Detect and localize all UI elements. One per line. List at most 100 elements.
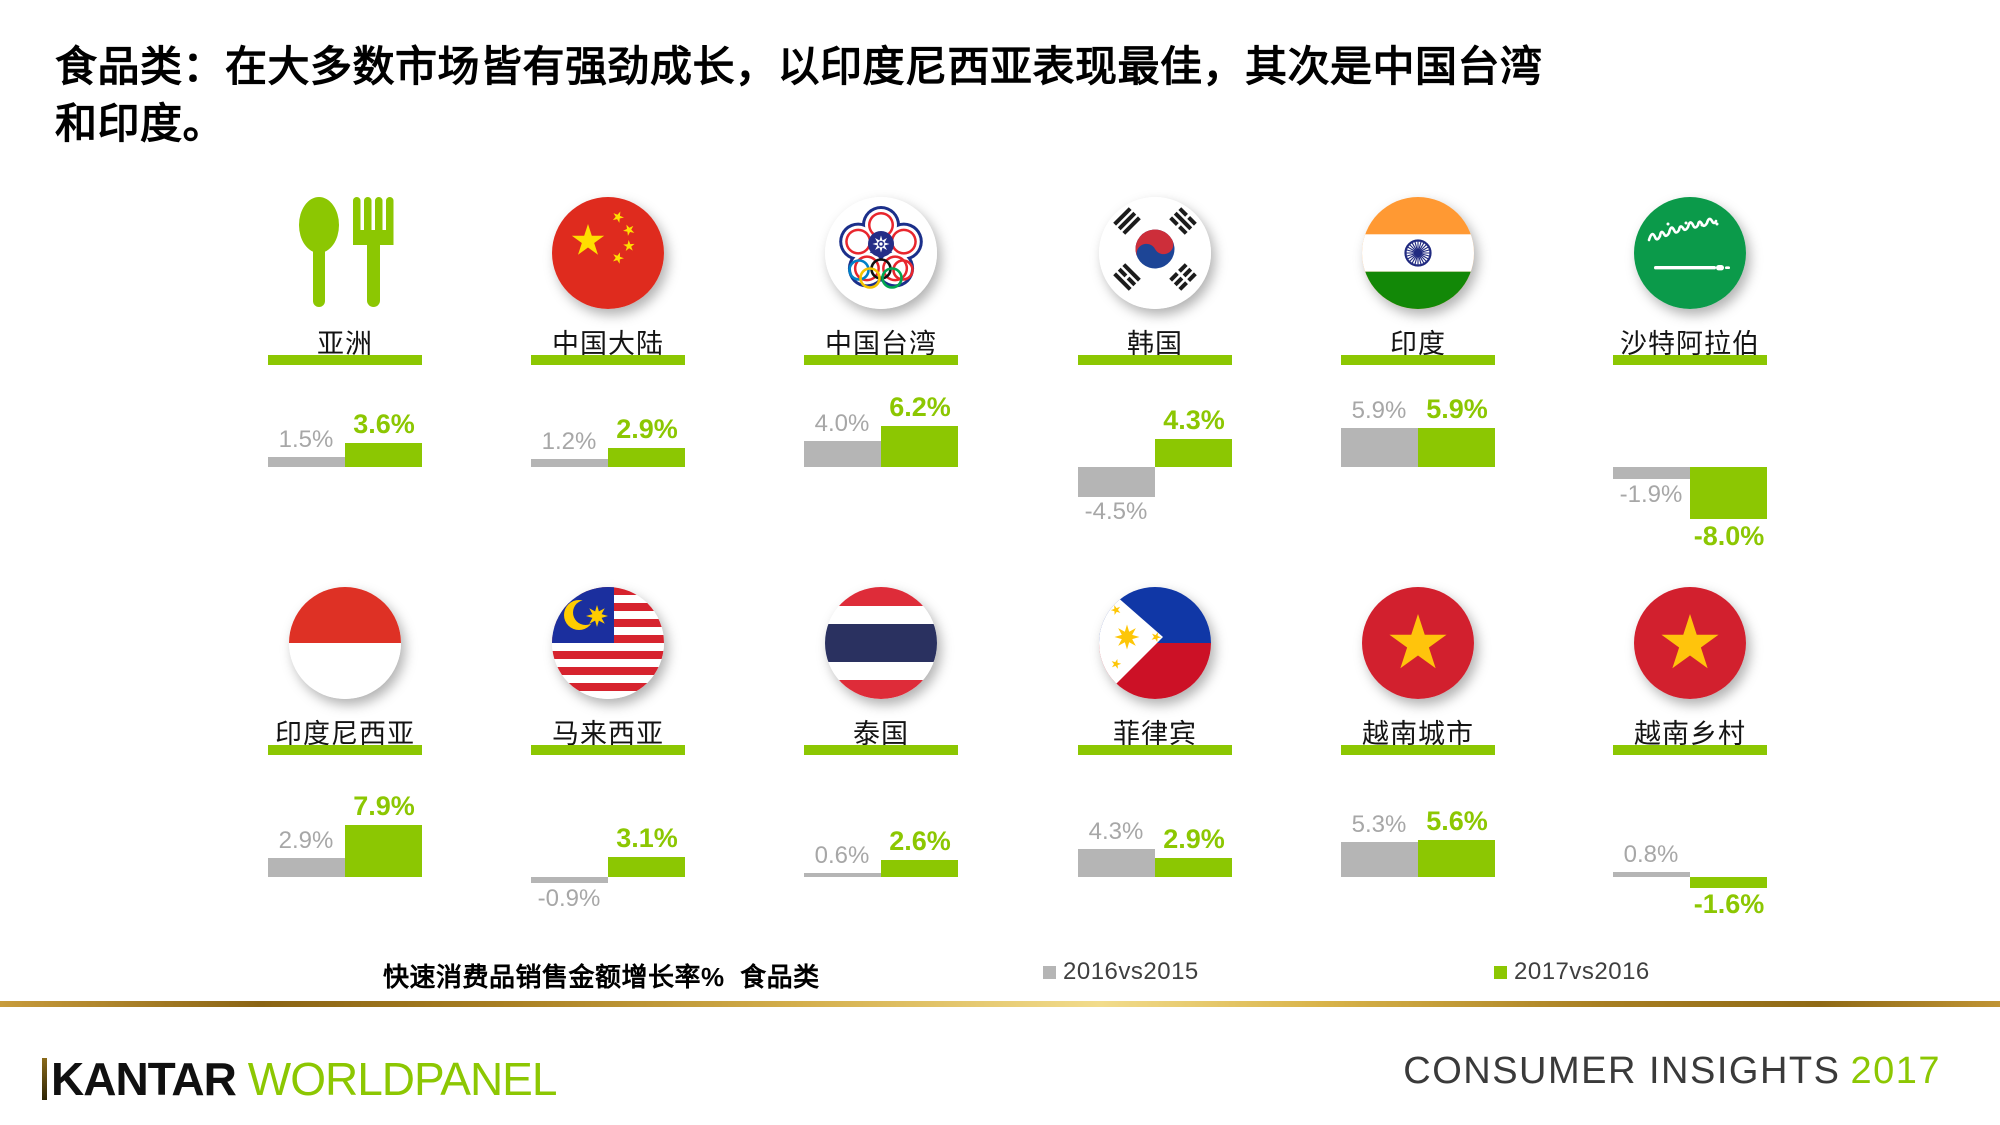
market-panel-saudi-arabia: 沙特阿拉伯 -1.9% -8.0% xyxy=(1555,155,1825,555)
value-label-2016vs2015: -4.5% xyxy=(1084,498,1148,526)
bar-2016vs2015 xyxy=(531,877,608,883)
market-bar-chart: 5.3% 5.6% xyxy=(1341,797,1495,957)
value-label-2017vs2016: 6.2% xyxy=(889,392,951,423)
bar-2017vs2016 xyxy=(881,426,958,467)
market-panel-philippines: 菲律宾 4.3% 2.9% xyxy=(1020,545,1290,945)
market-bar-chart: 4.0% 6.2% xyxy=(804,387,958,547)
south-korea-flag xyxy=(1099,197,1211,309)
market-panel-taiwan: 中国台湾 4.0% 6.2% xyxy=(746,155,1016,555)
legend-label: 2016vs2015 xyxy=(1063,958,1199,985)
market-bar-chart: 1.5% 3.6% xyxy=(268,387,422,547)
bar-2017vs2016 xyxy=(608,856,685,877)
market-underline xyxy=(1078,355,1232,365)
bar-2017vs2016 xyxy=(881,860,958,877)
value-label-2017vs2016: 3.1% xyxy=(616,822,678,853)
bar-2016vs2015 xyxy=(804,440,881,467)
bar-2017vs2016 xyxy=(345,825,422,877)
logo-worldpanel: WORLDPANEL xyxy=(247,1053,558,1105)
market-bar-chart: 0.8% -1.6% xyxy=(1613,797,1767,957)
slide-title-line2: 和印度。 xyxy=(55,100,226,147)
market-name: 韩国 xyxy=(1127,329,1183,359)
market-bar-chart: -1.9% -8.0% xyxy=(1613,387,1767,552)
bar-2017vs2016 xyxy=(1155,858,1232,877)
vietnam-flag xyxy=(1634,587,1746,699)
bar-2016vs2015 xyxy=(1078,467,1155,497)
market-name: 亚洲 xyxy=(317,329,373,359)
value-label-2017vs2016: 5.6% xyxy=(1426,806,1488,837)
bar-2016vs2015 xyxy=(1078,848,1155,877)
market-bar-chart: 0.6% 2.6% xyxy=(804,797,958,957)
indonesia-flag xyxy=(289,587,401,699)
value-label-2016vs2015: 5.3% xyxy=(1351,811,1407,839)
market-name: 马来西亚 xyxy=(552,719,664,749)
bar-2017vs2016 xyxy=(1155,438,1232,467)
market-panel-vietnam-urban: 越南城市 5.3% 5.6% xyxy=(1283,545,1553,945)
chinese-taipei-flag xyxy=(825,197,937,309)
market-bar-chart: -4.5% 4.3% xyxy=(1078,387,1232,547)
market-bar-chart: 4.3% 2.9% xyxy=(1078,797,1232,957)
logo-accent-bar xyxy=(42,1058,47,1100)
value-label-2016vs2015: 0.6% xyxy=(814,842,870,869)
kantar-worldpanel-logo: KANTAR WORLDPANEL xyxy=(42,1052,558,1106)
footer-gold-divider xyxy=(0,1001,2000,1007)
market-panel-indonesia: 印度尼西亚 2.9% 7.9% xyxy=(210,545,480,945)
bar-2017vs2016 xyxy=(1690,877,1767,888)
market-panel-india: 印度 5.9% 5.9% xyxy=(1283,155,1553,555)
market-name: 越南城市 xyxy=(1362,719,1474,749)
market-underline xyxy=(1613,355,1767,365)
value-label-2016vs2015: 5.9% xyxy=(1351,397,1407,425)
philippines-flag xyxy=(1099,587,1211,699)
market-bar-chart: 5.9% 5.9% xyxy=(1341,387,1495,547)
value-label-2017vs2016: 2.6% xyxy=(889,825,951,856)
value-label-2017vs2016: 3.6% xyxy=(353,409,415,440)
market-underline xyxy=(1613,745,1767,755)
consumer-insights-text: CONSUMER INSIGHTS xyxy=(1403,1050,1841,1092)
market-name: 印度尼西亚 xyxy=(275,719,415,749)
value-label-2016vs2015: 1.2% xyxy=(541,428,597,456)
bar-2016vs2015 xyxy=(531,459,608,467)
value-label-2016vs2015: -1.9% xyxy=(1619,481,1683,509)
cutlery-icon xyxy=(289,197,401,309)
legend-swatch-gray xyxy=(1043,965,1056,979)
market-name: 泰国 xyxy=(853,719,909,749)
slide-title-line1: 食品类：在大多数市场皆有强劲成长，以印度尼西亚表现最佳，其次是中国台湾 xyxy=(55,43,1543,90)
malaysia-flag xyxy=(552,587,664,699)
bar-2016vs2015 xyxy=(1613,467,1690,480)
market-underline xyxy=(1341,745,1495,755)
vietnam-flag xyxy=(1362,587,1474,699)
market-panel-south-korea: 韩国 -4.5% 4.3% xyxy=(1020,155,1290,555)
market-panel-thailand: 泰国 0.6% 2.6% xyxy=(746,545,1016,945)
value-label-2017vs2016: -8.0% xyxy=(1693,521,1765,552)
saudi-arabia-flag xyxy=(1634,197,1746,309)
market-underline xyxy=(268,355,422,365)
bar-2016vs2015 xyxy=(1341,428,1418,467)
market-underline xyxy=(1341,355,1495,365)
consumer-insights-year: 2017 xyxy=(1850,1050,1941,1092)
thailand-flag xyxy=(825,587,937,699)
legend-item-2017vs2016: 2017vs2016 xyxy=(1494,958,1650,986)
slide-title: 食品类：在大多数市场皆有强劲成长，以印度尼西亚表现最佳，其次是中国台湾 和印度。 xyxy=(55,38,1935,152)
value-label-2016vs2015: 0.8% xyxy=(1623,840,1679,868)
value-label-2017vs2016: 4.3% xyxy=(1163,404,1225,435)
market-panel-china-mainland: 中国大陆 1.2% 2.9% xyxy=(473,155,743,555)
bar-2017vs2016 xyxy=(1690,467,1767,520)
bar-2017vs2016 xyxy=(345,443,422,467)
market-underline xyxy=(531,745,685,755)
market-bar-chart: 2.9% 7.9% xyxy=(268,793,422,957)
market-name: 菲律宾 xyxy=(1113,719,1197,749)
value-label-2017vs2016: 7.9% xyxy=(353,791,415,822)
bar-2017vs2016 xyxy=(608,448,685,467)
legend-item-2016vs2015: 2016vs2015 xyxy=(1043,958,1199,986)
market-panel-asia: 亚洲 1.5% 3.6% xyxy=(210,155,480,555)
market-bar-chart: -0.9% 3.1% xyxy=(531,797,685,957)
market-underline xyxy=(1078,745,1232,755)
value-label-2016vs2015: 1.5% xyxy=(278,426,334,454)
market-name: 沙特阿拉伯 xyxy=(1620,329,1760,359)
legend-label: 2017vs2016 xyxy=(1514,958,1650,985)
value-label-2017vs2016: 5.9% xyxy=(1426,394,1488,425)
value-label-2016vs2015: 4.0% xyxy=(814,409,870,437)
value-label-2016vs2015: -0.9% xyxy=(537,884,601,912)
market-bar-chart: 1.2% 2.9% xyxy=(531,387,685,547)
logo-kantar: KANTAR xyxy=(51,1053,237,1105)
